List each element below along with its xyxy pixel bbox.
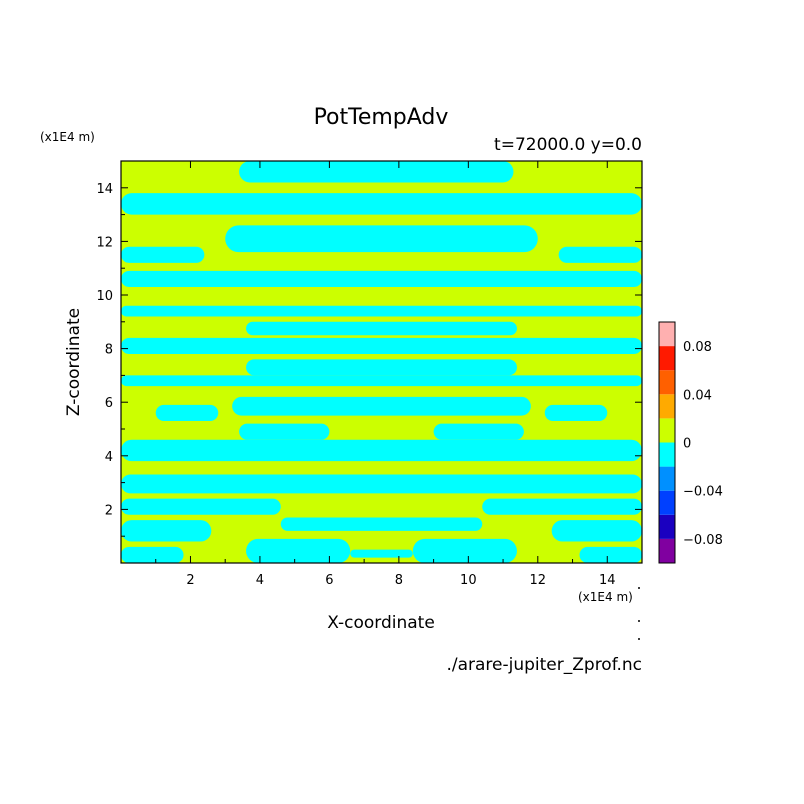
colorbar-segment — [659, 346, 675, 371]
axes: 2 4 6 8 10 12 14 2 4 6 8 10 12 14 — [96, 161, 642, 588]
negative-region — [121, 474, 642, 494]
y-tick-label: 10 — [96, 289, 113, 304]
x-tick-label: 12 — [530, 573, 547, 588]
colorbar-label: 0.04 — [683, 388, 712, 403]
x-tick-label: 10 — [460, 573, 477, 588]
negative-region — [246, 359, 517, 376]
y-axis-label: Z-coordinate — [64, 308, 84, 416]
y-tick-label: 8 — [105, 343, 113, 358]
colorbar-segment — [659, 538, 675, 563]
negative-region — [551, 520, 642, 542]
plot-frame — [120, 160, 643, 564]
x-tick-label: 2 — [186, 573, 194, 588]
negative-region — [121, 305, 642, 317]
negative-region — [246, 321, 517, 336]
negative-region — [121, 337, 642, 354]
colorbar-label: −0.08 — [683, 533, 723, 548]
negative-region — [350, 549, 413, 558]
y-tick-label: 14 — [96, 182, 113, 197]
negative-region — [155, 404, 219, 421]
negative-region — [121, 439, 642, 462]
negative-region — [280, 517, 483, 531]
y-tick-label: 4 — [105, 450, 113, 465]
colorbar-frame — [658, 321, 676, 564]
colorbar-segment — [659, 490, 675, 515]
dot-markers — [638, 587, 640, 640]
y-tick-label: 6 — [105, 396, 113, 411]
source-file-label: ./arare-jupiter_Zprof.nc — [446, 655, 642, 675]
x-tick-label: 4 — [256, 573, 264, 588]
contour-field — [121, 161, 642, 563]
x-axis-label: X-coordinate — [327, 613, 435, 633]
negative-region — [121, 498, 281, 515]
chart-subtitle: t=72000.0 y=0.0 — [494, 135, 642, 155]
x-unit-label: (x1E4 m) — [578, 590, 633, 604]
x-tick-label: 8 — [395, 573, 403, 588]
y-unit-label: (x1E4 m) — [40, 130, 95, 144]
colorbar-label: −0.04 — [683, 485, 723, 500]
negative-region — [225, 225, 538, 253]
x-tick-label: 14 — [599, 573, 616, 588]
negative-region — [239, 423, 330, 440]
negative-region — [433, 423, 524, 440]
negative-region — [121, 375, 642, 387]
negative-region — [579, 546, 642, 563]
negative-region — [121, 546, 184, 563]
negative-region — [482, 498, 642, 515]
negative-region — [246, 538, 351, 563]
colorbar-segment — [659, 466, 675, 491]
negative-region — [232, 396, 531, 416]
negative-region — [412, 538, 517, 563]
negative-region — [121, 270, 642, 287]
colorbar: 0.08 0.04 0 −0.04 −0.08 — [658, 321, 723, 564]
colorbar-segment — [659, 370, 675, 395]
x-tick-label: 6 — [325, 573, 333, 588]
colorbar-segment — [659, 394, 675, 419]
colorbar-label: 0.08 — [683, 340, 712, 355]
colorbar-segment — [659, 442, 675, 467]
negative-region — [239, 161, 514, 183]
colorbar-segment — [659, 322, 675, 347]
negative-region — [544, 404, 608, 421]
negative-region — [121, 246, 205, 263]
y-tick-label: 2 — [105, 503, 113, 518]
dot-marker — [638, 638, 640, 640]
negative-region — [121, 193, 642, 215]
chart-title: PotTempAdv — [314, 105, 449, 130]
dot-marker — [638, 587, 640, 589]
negative-region — [558, 246, 642, 263]
colorbar-segment — [659, 418, 675, 443]
negative-region — [121, 520, 212, 542]
colorbar-label: 0 — [683, 437, 691, 452]
colorbar-segment — [659, 514, 675, 539]
y-tick-label: 12 — [96, 235, 113, 250]
dot-marker — [638, 620, 640, 622]
